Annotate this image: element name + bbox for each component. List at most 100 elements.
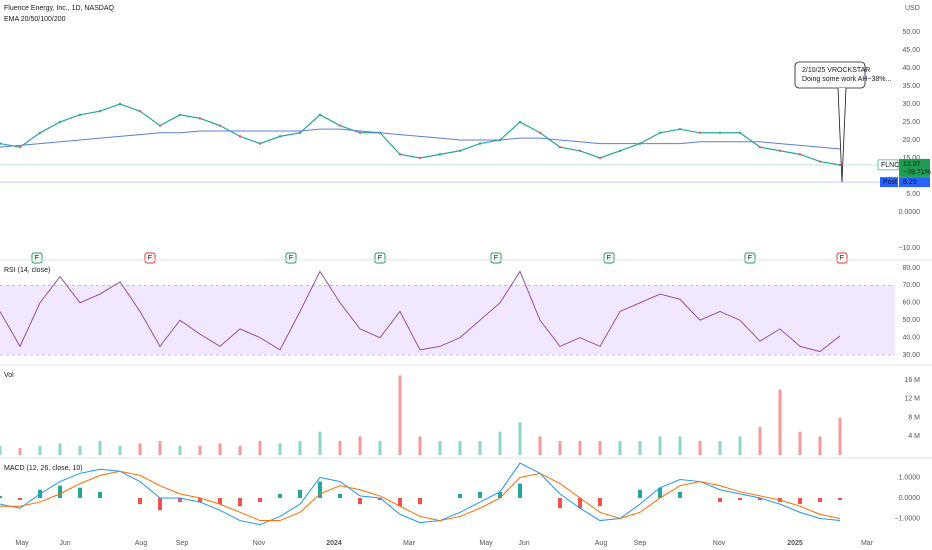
y-tick-label: −10.00 (898, 245, 920, 252)
earnings-label: E (148, 255, 153, 262)
volume-bar (238, 445, 242, 456)
price-point (378, 131, 382, 134)
y-tick-label: 0.0000 (899, 209, 921, 216)
price-point (658, 131, 662, 134)
macd-line (0, 470, 841, 522)
price-point (218, 124, 222, 127)
price-point (758, 145, 762, 149)
volume-bar (418, 436, 422, 456)
macd-histogram (658, 487, 662, 498)
macd-histogram (78, 487, 82, 498)
macd-histogram (738, 497, 742, 501)
volume-bar (58, 443, 62, 456)
price-point (178, 113, 182, 116)
price-point (258, 142, 262, 145)
volume-bar (0, 445, 2, 456)
pane-title: MACD (12, 26, close, 10) (4, 465, 83, 472)
x-tick-label: Aug (595, 540, 608, 547)
macd-histogram (758, 497, 762, 501)
volume-bar (538, 436, 542, 456)
price-point (558, 145, 562, 149)
volume-bar (258, 441, 262, 456)
earnings-label: E (289, 255, 294, 262)
macd-histogram (338, 493, 342, 498)
y-tick-label: 15.00 (902, 155, 920, 162)
volume-bar (618, 441, 622, 456)
volume-bar (118, 445, 122, 456)
volume-bar (38, 445, 42, 456)
macd-histogram (718, 497, 722, 503)
price-point (198, 117, 202, 120)
y-tick-label: 0.0000 (899, 495, 921, 502)
price-point (498, 138, 502, 142)
post-price: 8.29 (903, 179, 917, 186)
price-point (358, 131, 362, 134)
macd-histogram (418, 497, 422, 505)
y-tick-label: 35.00 (902, 83, 920, 90)
y-tick-label: 12 M (904, 396, 920, 403)
price-point (478, 142, 482, 145)
x-tick-label: 2024 (326, 540, 342, 547)
macd-histogram (218, 497, 222, 505)
y-tick-label: 30.00 (902, 352, 920, 359)
volume-bar (778, 389, 782, 456)
macd-histogram (158, 497, 162, 511)
price-point (158, 124, 162, 127)
price-point (698, 131, 702, 134)
ema-line (0, 128, 841, 150)
price-point (238, 135, 242, 138)
price-point (278, 135, 282, 138)
volume-bar (578, 441, 582, 456)
x-tick-label: Nov (713, 540, 726, 547)
post-badge (880, 177, 898, 188)
y-tick-label: 16 M (904, 377, 920, 384)
volume-bar (398, 375, 402, 456)
volume-bar (198, 445, 202, 456)
price-point (798, 153, 802, 156)
volume-bar (738, 436, 742, 456)
earnings-label: E (748, 255, 753, 262)
x-tick-label: 2025 (787, 540, 803, 547)
x-tick-label: Sep (634, 540, 647, 547)
last-price-badge (899, 158, 930, 177)
chart-title: Fluence Energy, Inc., 1D, NASDAQ (4, 5, 115, 12)
last-change: −39.71% (903, 169, 931, 176)
x-tick-label: Aug (135, 540, 148, 547)
earnings-label: E (607, 255, 612, 262)
price-point (778, 149, 782, 152)
macd-histogram (178, 497, 182, 503)
x-tick-label: May (15, 540, 29, 547)
volume-bar (158, 441, 162, 456)
x-tick-label: Jun (59, 540, 70, 547)
volume-bar (298, 441, 302, 456)
price-point (318, 113, 322, 116)
volume-bar (658, 436, 662, 456)
y-tick-label: 5.00 (906, 191, 920, 198)
earnings-label: E (840, 255, 845, 262)
macd-histogram (18, 497, 22, 501)
x-tick-label: May (479, 540, 493, 547)
earnings-label: E (378, 255, 383, 262)
volume-bar (138, 443, 142, 456)
price-point (118, 102, 122, 106)
price-point (738, 131, 742, 134)
volume-bar (218, 443, 222, 456)
y-tick-label: 50.00 (902, 29, 920, 36)
last-price: 13.07 (903, 161, 921, 168)
volume-bar (498, 431, 502, 456)
macd-histogram (358, 497, 362, 505)
price-point (538, 131, 542, 134)
macd-histogram (558, 497, 562, 509)
volume-bar (838, 417, 842, 456)
x-tick-label: Sep (176, 540, 189, 547)
y-tick-label: 40.00 (902, 334, 920, 341)
macd-histogram (318, 481, 322, 498)
macd-histogram (798, 497, 802, 505)
volume-bar (98, 441, 102, 456)
volume-bar (358, 436, 362, 456)
volume-bar (278, 443, 282, 456)
price-point (418, 156, 422, 160)
price-point (838, 163, 842, 167)
y-tick-label: 50.00 (902, 317, 920, 324)
currency: USD (905, 5, 920, 12)
